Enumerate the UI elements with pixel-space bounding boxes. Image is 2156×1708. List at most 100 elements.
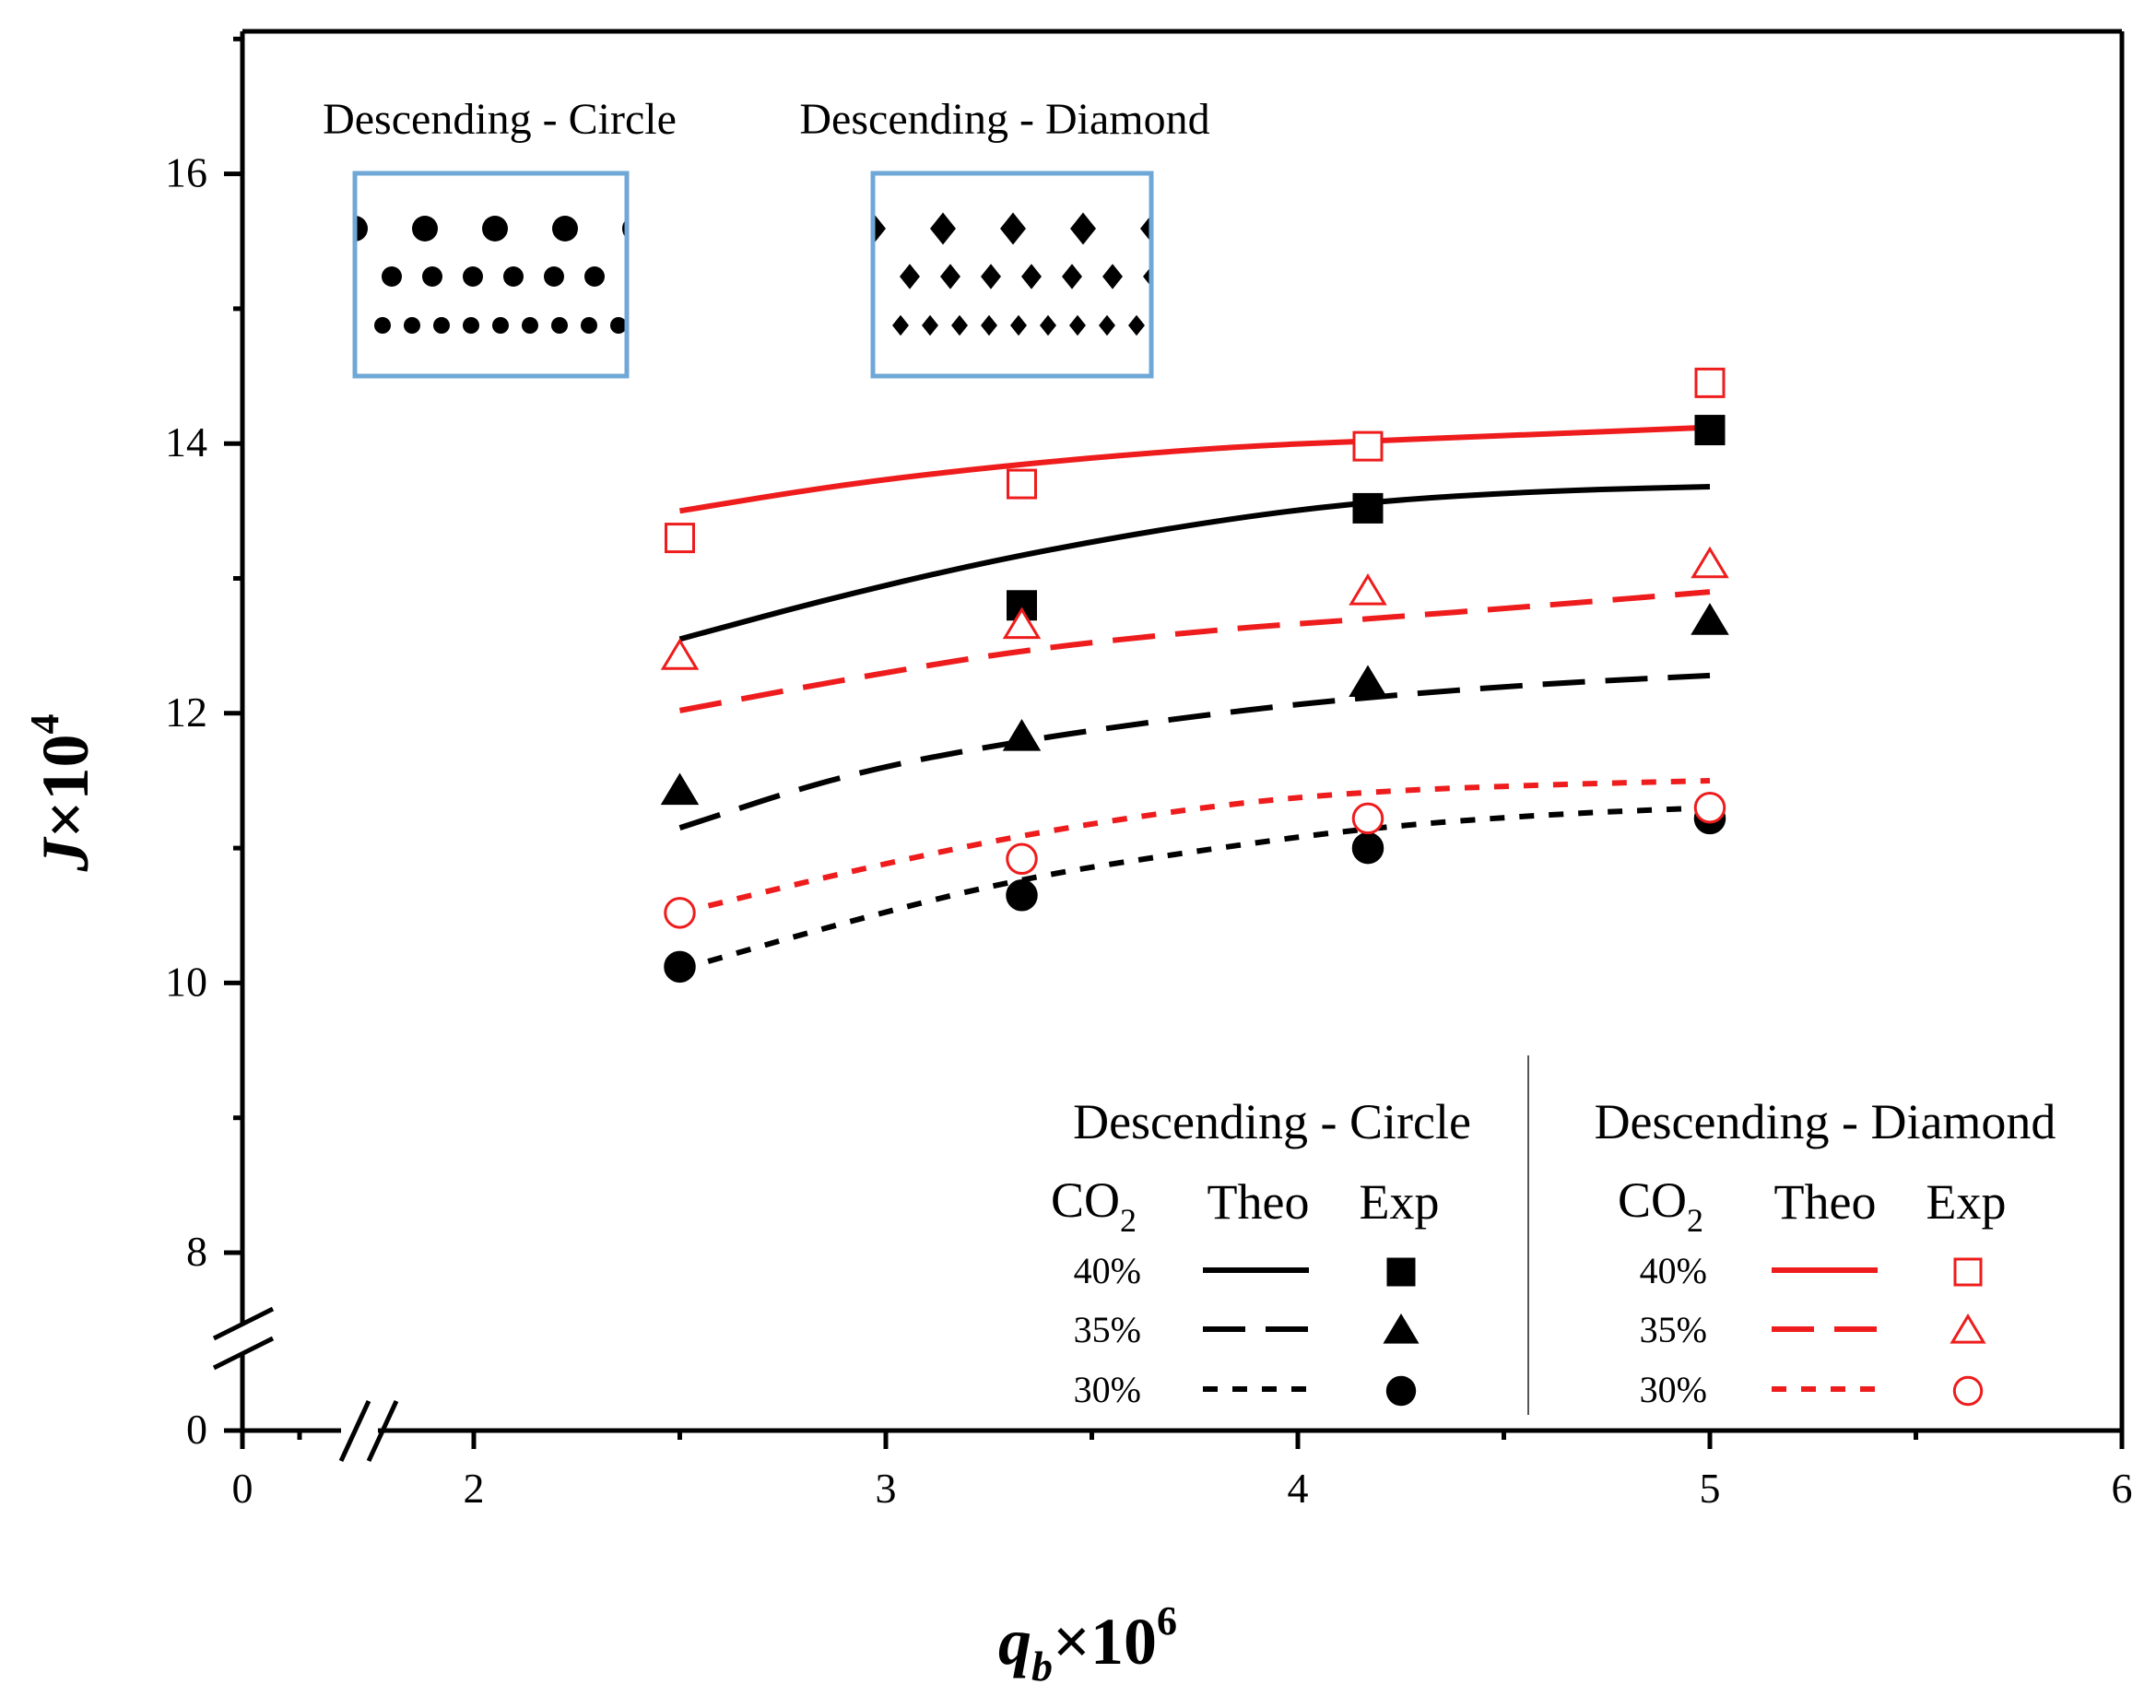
exp-marker-diamond-square xyxy=(1352,430,1384,462)
inset-particle xyxy=(940,264,960,289)
inset-particle xyxy=(412,216,438,241)
x-tick-label: 3 xyxy=(876,1465,897,1512)
legend-marker-sample xyxy=(1385,1375,1417,1407)
inset-title: Descending - Diamond xyxy=(799,95,1209,144)
legend-group-title: Descending - Diamond xyxy=(1595,1094,2056,1149)
inset-frame xyxy=(352,171,630,379)
y-tick-label: 12 xyxy=(165,689,207,736)
inset-particle xyxy=(1069,314,1086,336)
y-tick-label: 14 xyxy=(165,418,207,465)
inset-pattern xyxy=(873,212,1174,336)
inset-particle xyxy=(463,266,483,287)
exp-marker-diamond-circle xyxy=(1693,791,1726,824)
inset-particle xyxy=(551,317,568,334)
inset-particle xyxy=(1140,215,1151,242)
axis-ticks: 8 10 12 14 16 00 2 3 4 5 6 xyxy=(165,36,2133,1512)
legend: Descending - Circle CO2 Theo Exp 40% 35% 30% De… xyxy=(1051,1055,2056,1415)
exp-marker-diamond-triangle xyxy=(1002,607,1042,640)
legend-co2-header: CO2 xyxy=(1618,1172,1703,1239)
inset-particle xyxy=(1158,315,1174,336)
legend-row-label: 30% xyxy=(1074,1369,1141,1410)
inset-particle xyxy=(422,266,442,287)
axes xyxy=(212,29,2125,1463)
inset-particle xyxy=(482,216,508,241)
exp-marker-circle-circle xyxy=(664,950,696,984)
axis-labels: qb×106 J×104 xyxy=(22,713,1177,1690)
inset-particle xyxy=(355,216,368,241)
inset-pattern xyxy=(355,216,627,334)
legend-marker-sample xyxy=(1952,1375,1984,1407)
exp-marker-circle-square xyxy=(1352,492,1384,524)
theory-curves xyxy=(678,424,1711,972)
inset-particle xyxy=(544,266,564,287)
y-axis-title: J×104 xyxy=(22,713,102,872)
y-axis-break-mark xyxy=(212,1336,275,1371)
inset-particle xyxy=(581,317,597,334)
experiment-markers xyxy=(660,367,1729,984)
x-axis-break-mark xyxy=(366,1399,399,1463)
y-tick-label-zero: 0 xyxy=(186,1406,207,1453)
y-tick-label: 8 xyxy=(186,1228,207,1275)
inset-particle xyxy=(374,317,391,334)
y-tick-label: 16 xyxy=(165,149,207,196)
legend-row-label: 40% xyxy=(1074,1250,1141,1291)
inset-particle xyxy=(981,314,997,336)
inset-particle xyxy=(900,264,920,289)
inset-particle xyxy=(492,317,509,334)
legend-co2-header: CO2 xyxy=(1051,1172,1137,1239)
legend-marker-sample xyxy=(1383,1313,1420,1344)
inset-particle xyxy=(610,317,627,334)
exp-marker-diamond-square xyxy=(1694,367,1726,398)
inset-particle xyxy=(1000,212,1026,245)
inset-particle xyxy=(1099,314,1115,336)
exp-marker-circle-circle xyxy=(1351,831,1384,865)
inset-particle xyxy=(981,264,1001,289)
exp-marker-diamond-circle xyxy=(1351,802,1384,835)
y-axis-break-mark xyxy=(212,1306,275,1341)
exp-marker-circle-square xyxy=(1694,415,1726,446)
x-tick-label-zero: 0 xyxy=(232,1465,253,1512)
exp-marker-circle-circle xyxy=(1006,879,1038,912)
inset-particle xyxy=(552,216,578,241)
inset-particle xyxy=(892,314,909,336)
theory-line-diamond-30pct xyxy=(678,777,1711,916)
legend-marker-sample xyxy=(1953,1257,1983,1287)
inset-particle xyxy=(433,317,450,334)
inset-particle xyxy=(404,317,420,334)
x-tick-label: 2 xyxy=(464,1465,485,1512)
legend-group-title: Descending - Circle xyxy=(1073,1094,1471,1149)
inset-particle xyxy=(1128,314,1145,336)
y-tick-label: 10 xyxy=(165,958,207,1005)
legend-row-label: 35% xyxy=(1074,1309,1141,1350)
theory-line-diamond-40pct xyxy=(679,424,1711,514)
legend-exp-header: Exp xyxy=(1926,1174,2007,1230)
legend-marker-sample xyxy=(1386,1257,1416,1287)
theory-line-circle-35pct xyxy=(678,672,1711,831)
structure-insets: Descending - Circle Descending - Diamond xyxy=(323,95,1210,379)
inset-frame xyxy=(870,171,1154,379)
inset-particle xyxy=(382,266,402,287)
legend-row-label: 30% xyxy=(1640,1369,1707,1410)
x-axis-break-mark xyxy=(338,1399,371,1463)
theory-line-diamond-35pct xyxy=(678,589,1711,713)
inset-particle xyxy=(1040,314,1056,336)
inset-particle xyxy=(930,212,956,245)
exp-marker-circle-triangle xyxy=(1002,718,1042,751)
exp-marker-diamond-triangle xyxy=(1691,546,1729,579)
inset-particle xyxy=(463,317,479,334)
inset-particle xyxy=(1021,264,1042,289)
legend-theo-header: Theo xyxy=(1208,1174,1310,1230)
inset-particle xyxy=(922,314,938,336)
x-tick-label: 5 xyxy=(1700,1465,1721,1512)
inset-particle xyxy=(584,266,605,287)
inset-particle xyxy=(522,317,538,334)
inset-particle xyxy=(1102,264,1123,289)
inset-title: Descending - Circle xyxy=(323,95,677,144)
theory-line-circle-40pct xyxy=(678,484,1711,642)
inset-particle xyxy=(873,212,886,245)
x-axis-title: qb×106 xyxy=(998,1598,1177,1690)
exp-marker-circle-triangle xyxy=(660,772,700,806)
exp-marker-diamond-square xyxy=(1007,468,1038,500)
inset-particle xyxy=(1062,264,1082,289)
